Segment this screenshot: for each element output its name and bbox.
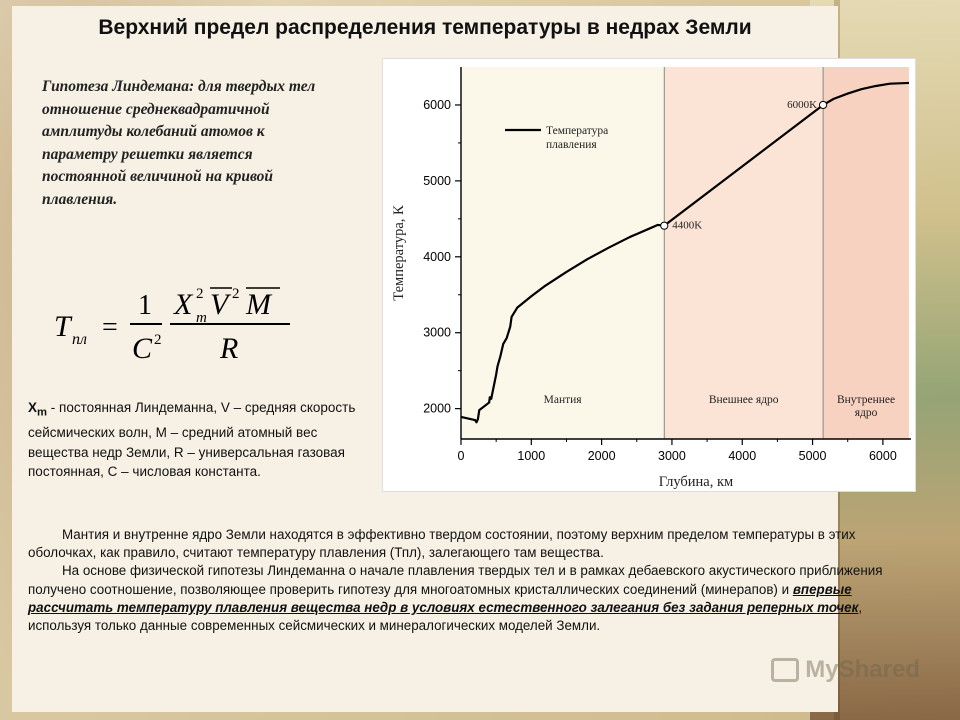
formula-m: M — [245, 288, 273, 321]
x-tick-label: 5000 — [799, 449, 827, 463]
marker-point-1 — [660, 221, 669, 230]
watermark-text: MyShared — [805, 656, 920, 683]
marker-label-1: 4400K — [672, 220, 702, 232]
y-tick-label: 6000 — [423, 98, 451, 112]
definitions-text: - постоянная Линдеманна, V – средняя ско… — [28, 400, 356, 480]
y-axis-label: Температура, К — [391, 205, 407, 301]
formula-x-sup: 2 — [196, 286, 204, 302]
formula-den2: R — [219, 332, 238, 365]
formula-x-sub: m — [196, 310, 207, 326]
chart-series — [460, 81, 910, 424]
formula-den1: C — [132, 332, 153, 365]
chart-region-label: ядро — [855, 407, 878, 419]
formula-v-sup: 2 — [232, 286, 240, 302]
chart-regions — [461, 67, 909, 439]
paragraph-2: На основе физической гипотезы Линдеманна… — [28, 563, 883, 634]
chart-region-label: Внутреннее — [837, 394, 895, 406]
marker-label-2: 6000K — [787, 99, 817, 111]
marker-point-2 — [819, 100, 828, 110]
legend-label: плавления — [546, 139, 597, 151]
emphasis-text: впервые рассчитать температуру плавления… — [28, 581, 859, 615]
definitions-xm: Xm — [28, 400, 48, 419]
chart-axes: 0 1000 2000 3000 4000 5000 6000 2000 3000 4000 500… — [423, 67, 911, 463]
chart-region-label: Внешнее ядро — [709, 394, 779, 406]
formula-lhs: T — [54, 310, 73, 343]
y-tick-label: 5000 — [423, 174, 451, 188]
presentation-icon — [771, 658, 800, 682]
lindemann-hypothesis-text: Гипотеза Линдемана: для твердых тел отно… — [42, 78, 316, 208]
y-tick-label: 4000 — [423, 250, 451, 264]
formula-lhs-sub: пл — [72, 331, 87, 348]
x-tick-label: 6000 — [869, 449, 897, 463]
chart-region-1 — [461, 67, 665, 439]
slide-title: Верхний предел распределения температуры… — [98, 16, 752, 39]
paragraph-1: Мантия и внутренне ядро Земли находятся … — [28, 527, 856, 561]
y-tick-label: 3000 — [423, 326, 451, 340]
lindemann-formula: T пл = 1 C 2 X 2 m V 2 M R — [54, 286, 290, 365]
melting-temperature-chart: 0 1000 2000 3000 4000 5000 6000 2000 3000 4000 500… — [382, 58, 916, 492]
x-tick-label: 0 — [458, 449, 465, 463]
chart-region-2 — [664, 67, 824, 439]
body-paragraphs: Мантия и внутренне ядро Земли находятся … — [28, 526, 888, 635]
legend-label: Температура — [546, 125, 608, 137]
x-axis-label: Глубина, км — [659, 474, 733, 490]
formula-equals: = — [102, 312, 118, 343]
formula-v: V — [210, 288, 232, 321]
watermark: MyShared — [771, 656, 920, 684]
y-tick-label: 2000 — [423, 402, 451, 416]
chart-region-3 — [823, 67, 909, 439]
slide-content: Верхний предел распределения температуры… — [12, 6, 916, 712]
formula-definitions: Xm - постоянная Линдеманна, V – средняя … — [28, 398, 358, 482]
formula-x: X — [173, 288, 194, 321]
x-tick-label: 4000 — [728, 449, 756, 463]
chart-svg: 0 1000 2000 3000 4000 5000 6000 2000 3000 4000 500… — [391, 67, 911, 490]
formula-den1-sup: 2 — [154, 332, 162, 348]
x-tick-label: 1000 — [517, 449, 545, 463]
formula-num1: 1 — [138, 290, 152, 321]
melting-curve-line — [460, 81, 910, 424]
x-tick-label: 3000 — [658, 449, 686, 463]
chart-region-label: Мантия — [544, 394, 583, 406]
x-tick-label: 2000 — [588, 449, 616, 463]
